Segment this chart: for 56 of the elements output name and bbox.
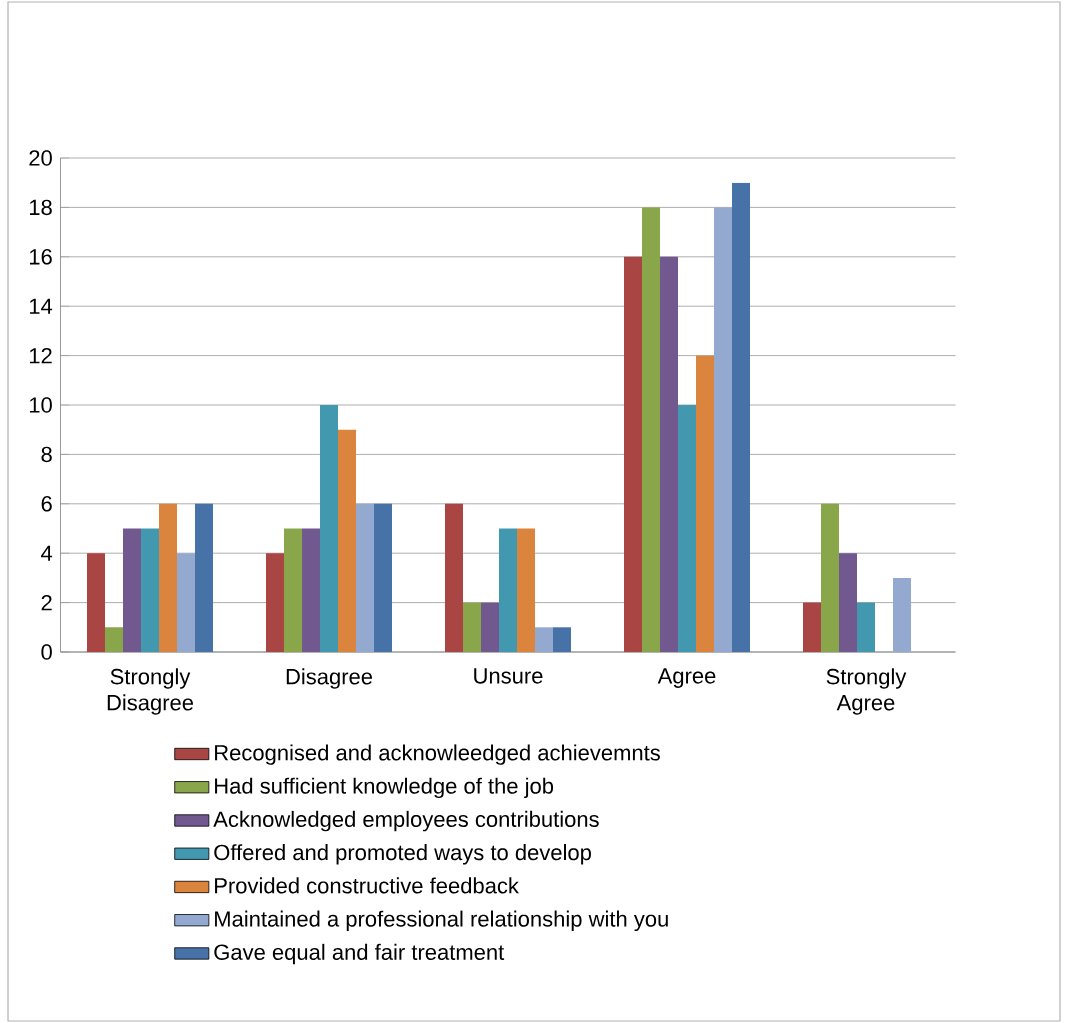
legend-label: Had sufficient knowledge of the job — [215, 777, 554, 799]
x-tick-label: Strongly Disagree — [107, 668, 194, 715]
bar — [839, 553, 857, 652]
y-tick-label: 10 — [29, 397, 52, 413]
bar — [553, 627, 572, 652]
legend-label: Acknowledged employees contributions — [213, 810, 599, 832]
x-tick-label: Disagree — [286, 668, 373, 689]
y-tick-label: 8 — [41, 446, 52, 463]
y-tick-label: 2 — [41, 594, 52, 611]
bar — [105, 627, 123, 652]
bar — [123, 528, 142, 652]
bar — [445, 503, 464, 652]
bar — [159, 503, 178, 652]
bar — [481, 602, 500, 652]
y-tick-label: 20 — [29, 150, 52, 166]
bar — [714, 207, 732, 652]
bar — [374, 503, 393, 652]
y-tick-label: 18 — [29, 199, 52, 216]
bar — [356, 503, 375, 652]
bar — [857, 602, 876, 652]
bar — [732, 182, 751, 652]
bar — [642, 207, 661, 652]
bar — [463, 602, 482, 652]
bar — [266, 553, 284, 652]
legend-label: Maintained a professional relationship with you — [215, 910, 668, 932]
bar — [803, 602, 822, 652]
bar — [499, 528, 518, 652]
bar — [821, 503, 840, 652]
bar — [893, 577, 912, 652]
bar — [624, 256, 642, 652]
x-tick-label: Agree — [657, 668, 716, 688]
y-tick-label: 0 — [41, 644, 52, 660]
bar — [87, 553, 106, 652]
y-tick-label: 6 — [41, 496, 52, 512]
bar — [302, 528, 321, 652]
x-tick-label: Unsure — [474, 668, 543, 684]
bar — [517, 528, 535, 652]
bar — [535, 627, 554, 652]
y-tick-label: 16 — [29, 249, 52, 265]
bar — [284, 528, 303, 652]
bar — [696, 355, 715, 652]
bar — [320, 405, 339, 652]
y-tick-label: 4 — [41, 545, 53, 561]
bar — [678, 405, 696, 652]
bar — [141, 528, 160, 652]
legend-label: Recognised and acknowleedged achievemnts — [215, 744, 660, 765]
y-tick-label: 14 — [29, 298, 53, 314]
legend-label: Offered and promoted ways to develop — [214, 844, 591, 865]
x-tick-label: Strongly Agree — [826, 668, 907, 715]
y-tick-label: 12 — [29, 347, 52, 364]
bar — [195, 503, 214, 652]
legend-label: Gave equal and fair treatment — [214, 943, 505, 965]
bar — [660, 256, 679, 652]
legend-label: Provided constructive feedback — [215, 877, 519, 894]
bar — [338, 429, 357, 652]
bar — [177, 553, 196, 652]
